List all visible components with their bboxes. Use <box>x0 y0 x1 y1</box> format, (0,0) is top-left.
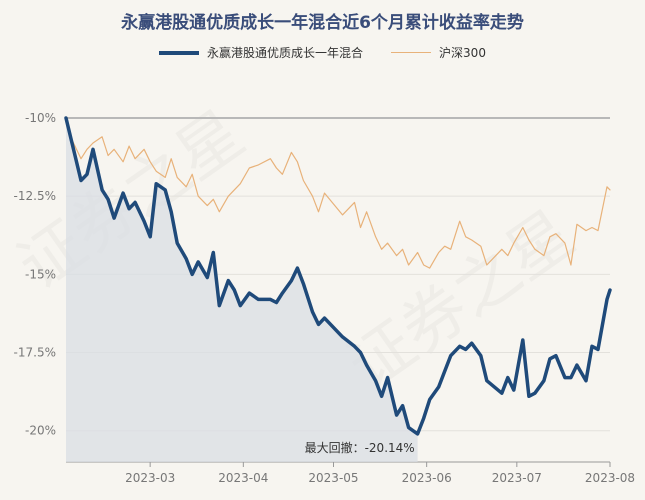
max-drawdown-label: 最大回撤：-20.14% <box>305 440 415 455</box>
y-tick-label: -12.5% <box>14 189 56 203</box>
legend: 永赢港股通优质成长一年混合 沪深300 <box>0 44 645 61</box>
y-tick-label: -20% <box>25 424 56 438</box>
x-tick-label: 2023-05 <box>308 471 358 485</box>
x-tick-label: 2023-04 <box>218 471 268 485</box>
series-line-fund[interactable] <box>64 116 612 436</box>
legend-item-index[interactable]: 沪深300 <box>391 44 486 61</box>
y-tick-label: -10% <box>25 111 56 125</box>
legend-item-fund[interactable]: 永赢港股通优质成长一年混合 <box>159 44 363 61</box>
legend-label-fund: 永赢港股通优质成长一年混合 <box>207 46 364 60</box>
chart-title: 永赢港股通优质成长一年混合近6个月累计收益率走势 <box>121 13 524 33</box>
y-tick-label: -15% <box>25 267 56 281</box>
x-tick-label: 2023-07 <box>492 471 542 485</box>
series-line-index[interactable] <box>65 117 611 269</box>
legend-swatch-fund <box>159 50 200 55</box>
y-tick-label: -17.5% <box>14 346 56 360</box>
legend-swatch-index <box>391 52 432 53</box>
x-tick-label: 2023-06 <box>402 471 452 485</box>
x-tick-label: 2023-08 <box>585 471 635 485</box>
legend-label-index: 沪深300 <box>439 46 486 60</box>
x-tick-label: 2023-03 <box>125 471 175 485</box>
drawdown-area <box>66 118 418 462</box>
